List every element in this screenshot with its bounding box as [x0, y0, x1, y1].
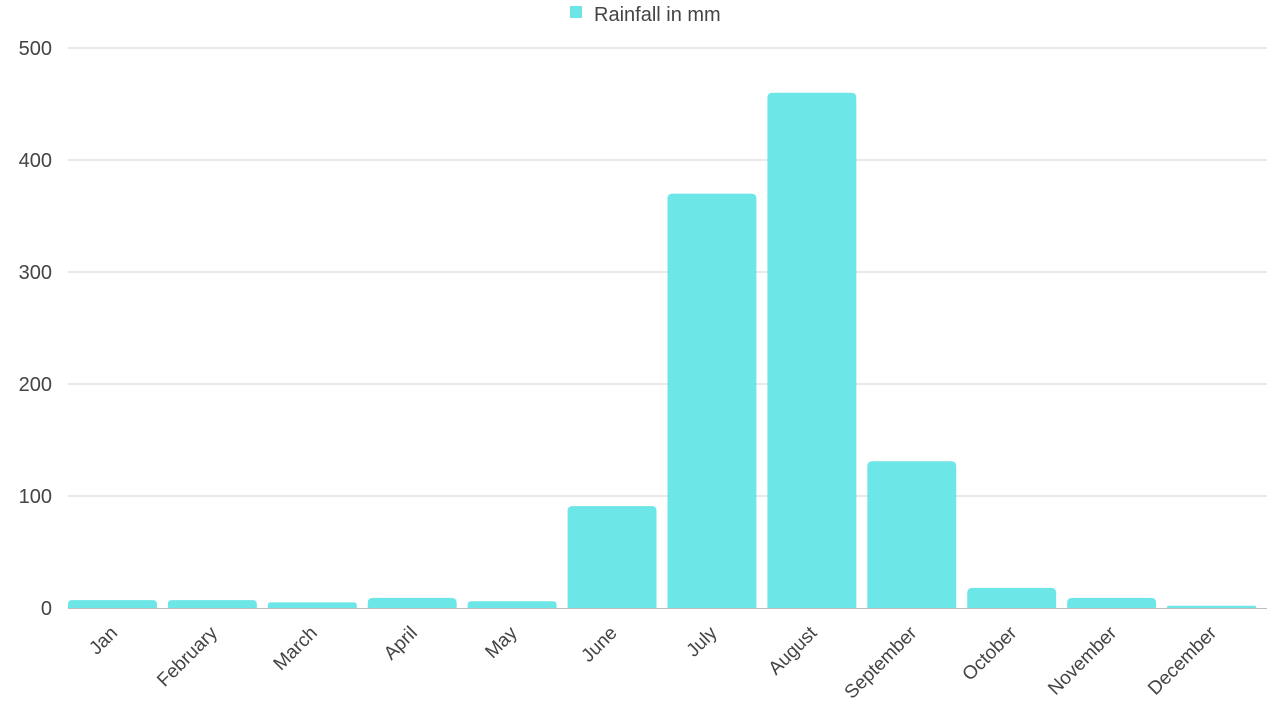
x-tick-label-may: May [481, 622, 522, 663]
x-tick-label-july: July [683, 622, 722, 661]
bar-october [967, 587, 1057, 608]
y-tick-label: 400 [19, 150, 52, 172]
y-tick-label: 0 [41, 598, 52, 620]
bar-september [867, 461, 957, 608]
x-tick-label-june: June [578, 623, 622, 667]
x-tick-label-april: April [380, 623, 422, 665]
legend-swatch [570, 6, 582, 18]
bar-july [667, 193, 757, 608]
x-tick-label-august: August [765, 622, 822, 679]
bar-march [267, 602, 357, 608]
x-tick-label-march: March [270, 623, 322, 675]
bar-december [1167, 605, 1256, 608]
bar-jan [68, 600, 157, 608]
bar-may [467, 601, 557, 608]
legend-label: Rainfall in mm [594, 4, 721, 26]
bars [68, 92, 1256, 609]
bar-august [767, 92, 857, 609]
y-tick-label: 300 [19, 262, 52, 284]
bar-november [1067, 597, 1157, 608]
y-tick-label: 500 [19, 38, 52, 60]
x-tick-label-february: February [153, 622, 222, 691]
x-tick-label-september: September [841, 622, 922, 703]
x-axis-labels: Jan February March April May June July August Se… [85, 622, 1221, 703]
y-tick-label: 100 [19, 486, 52, 508]
bar-february [167, 600, 257, 608]
x-tick-label-october: October [959, 622, 1022, 685]
x-tick-label-november: November [1044, 622, 1121, 699]
y-axis-ticks: 0 100 200 300 400 500 [19, 38, 52, 620]
x-tick-label-december: December [1144, 622, 1221, 699]
bar-april [367, 597, 457, 608]
x-tick-label-jan: Jan [85, 623, 122, 660]
legend: Rainfall in mm [570, 4, 721, 26]
y-tick-label: 200 [19, 374, 52, 396]
bar-june [567, 506, 657, 608]
